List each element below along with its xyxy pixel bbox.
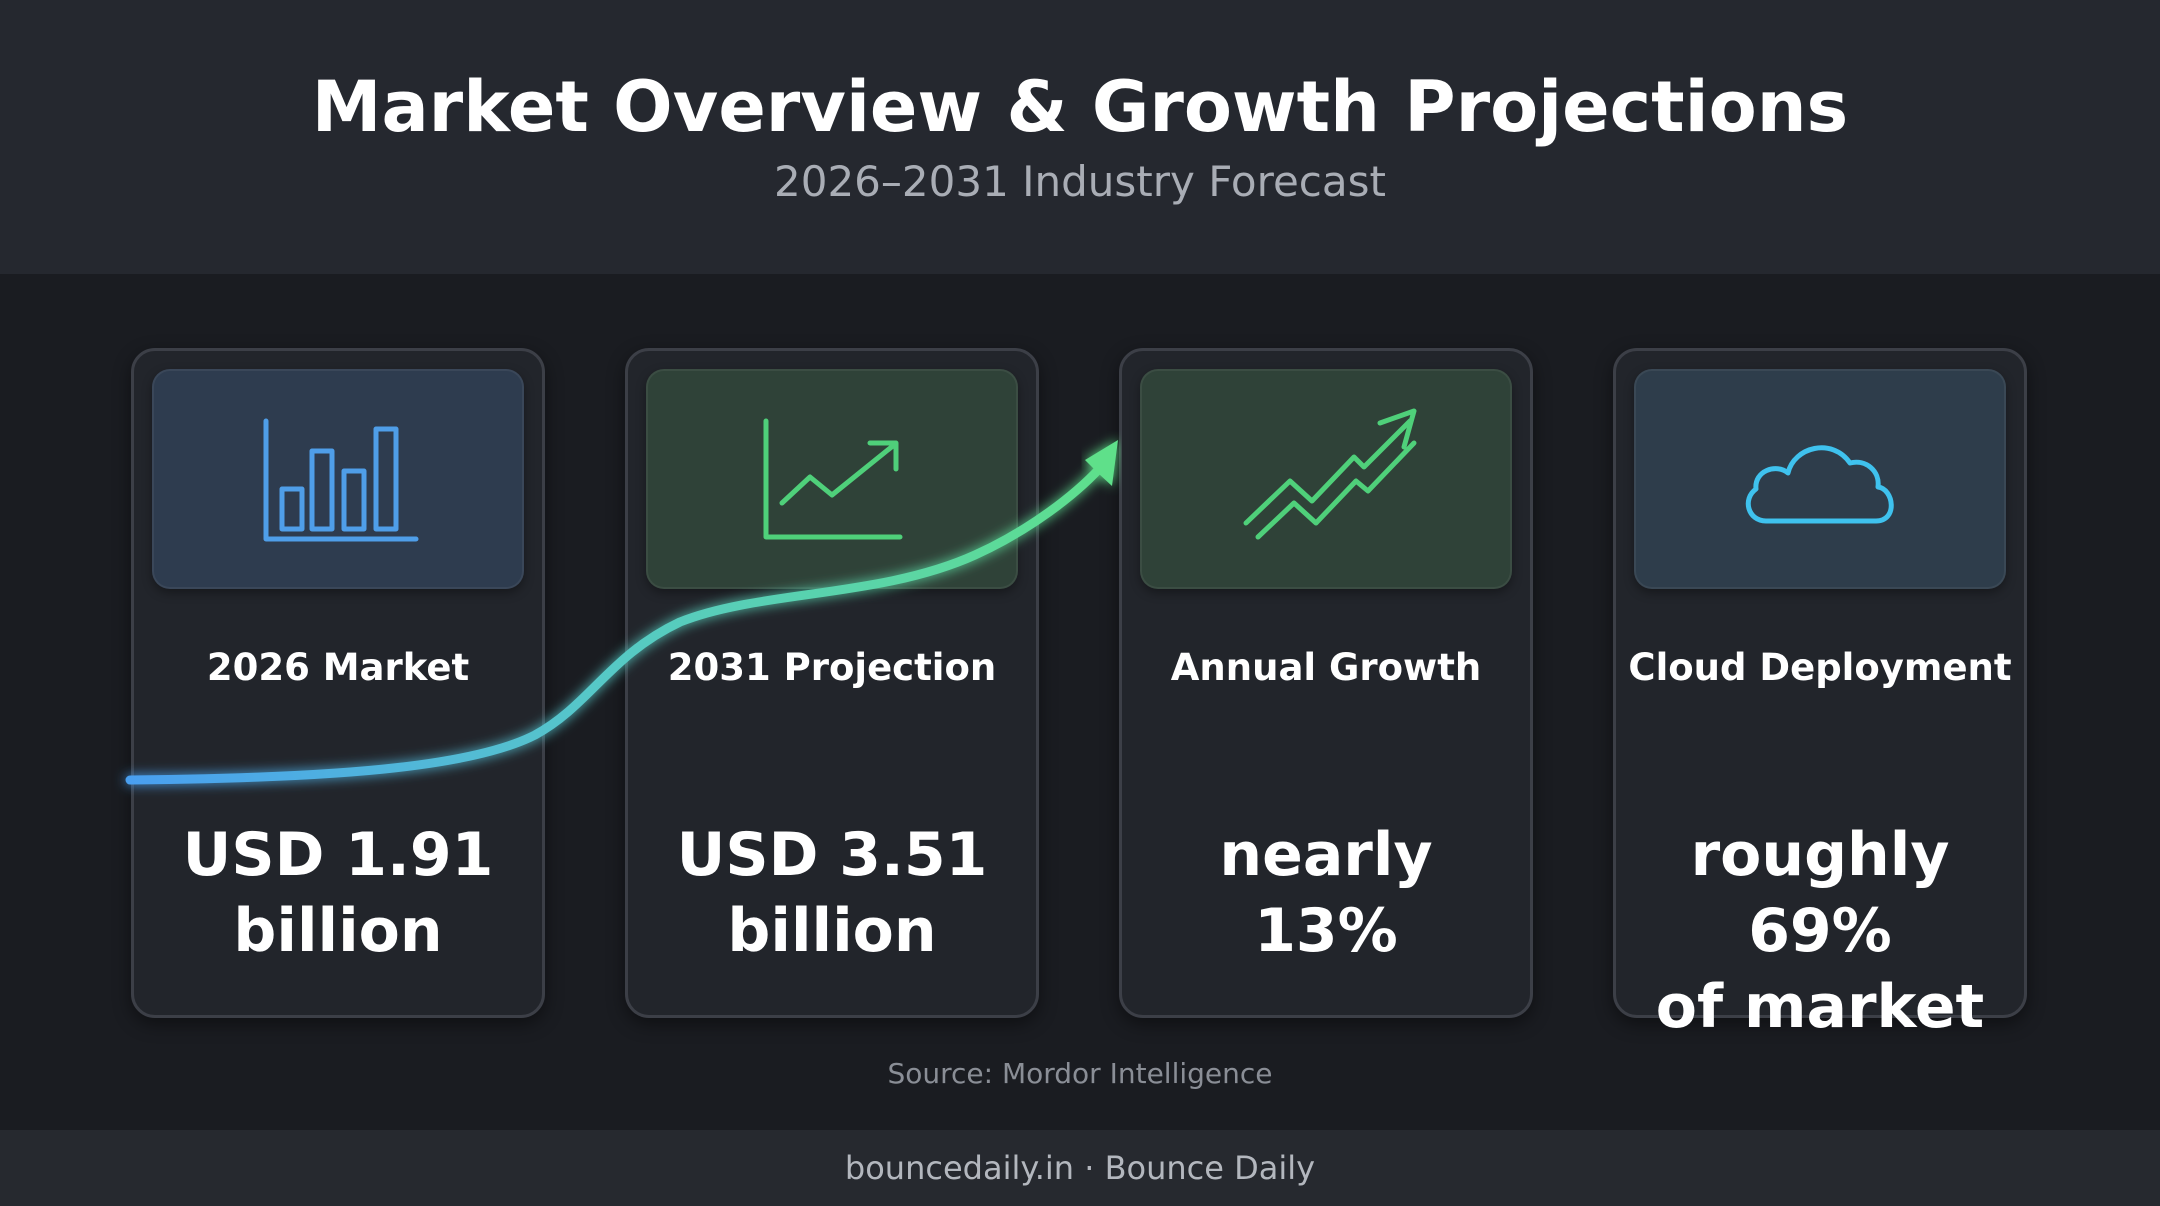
stat-card-2026-market: 2026 Market USD 1.91 billion	[131, 348, 545, 1018]
stat-card-2031-projection: 2031 Projection USD 3.51 billion	[625, 348, 1039, 1018]
card-label: 2026 Market	[206, 646, 470, 689]
card-label: Annual Growth	[1170, 646, 1482, 689]
trending-up-arrow-icon	[1243, 408, 1417, 540]
footer-credit: bouncedaily.in · Bounce Daily	[844, 1149, 1316, 1187]
header-band: Market Overview & Growth Projections 202…	[0, 0, 2160, 274]
card-label: 2031 Projection	[667, 646, 997, 689]
cloud-icon	[1745, 445, 1894, 524]
card-value-line1: nearly	[1219, 820, 1433, 890]
icon-panel	[1140, 369, 1512, 589]
card-value: nearly 13%	[1122, 817, 1530, 969]
growth-curve-arrowhead	[1085, 440, 1118, 486]
card-value-line2: of market	[1655, 972, 1985, 1042]
stat-card-cloud-deployment: Cloud Deployment roughly 69% of market	[1613, 348, 2027, 1042]
source-note: Source: Mordor Intelligence	[887, 1057, 1273, 1090]
bar-chart-icon	[263, 418, 419, 542]
card-label: Cloud Deployment	[1628, 646, 2012, 689]
card-value-line1: USD 1.91	[182, 820, 494, 890]
icon-panel	[152, 369, 524, 589]
card-value: USD 1.91 billion	[134, 817, 542, 969]
stat-card-annual-growth: Annual Growth nearly 13%	[1119, 348, 1533, 1018]
line-chart-up-icon	[763, 418, 903, 540]
card-value: roughly 69% of market	[1616, 817, 2024, 1045]
icon-panel	[1634, 369, 2006, 589]
card-value: USD 3.51 billion	[628, 817, 1036, 969]
page-title: Market Overview & Growth Projections	[311, 66, 1849, 148]
card-value-line1: roughly 69%	[1690, 820, 1950, 966]
page-subtitle: 2026–2031 Industry Forecast	[774, 157, 1386, 206]
card-value-line1: USD 3.51	[676, 820, 988, 890]
icon-panel	[646, 369, 1018, 589]
footer-bar: bouncedaily.in · Bounce Daily	[0, 1130, 2160, 1206]
card-value-line2: billion	[727, 896, 937, 966]
card-value-line2: 13%	[1254, 896, 1398, 966]
card-value-line2: billion	[233, 896, 443, 966]
